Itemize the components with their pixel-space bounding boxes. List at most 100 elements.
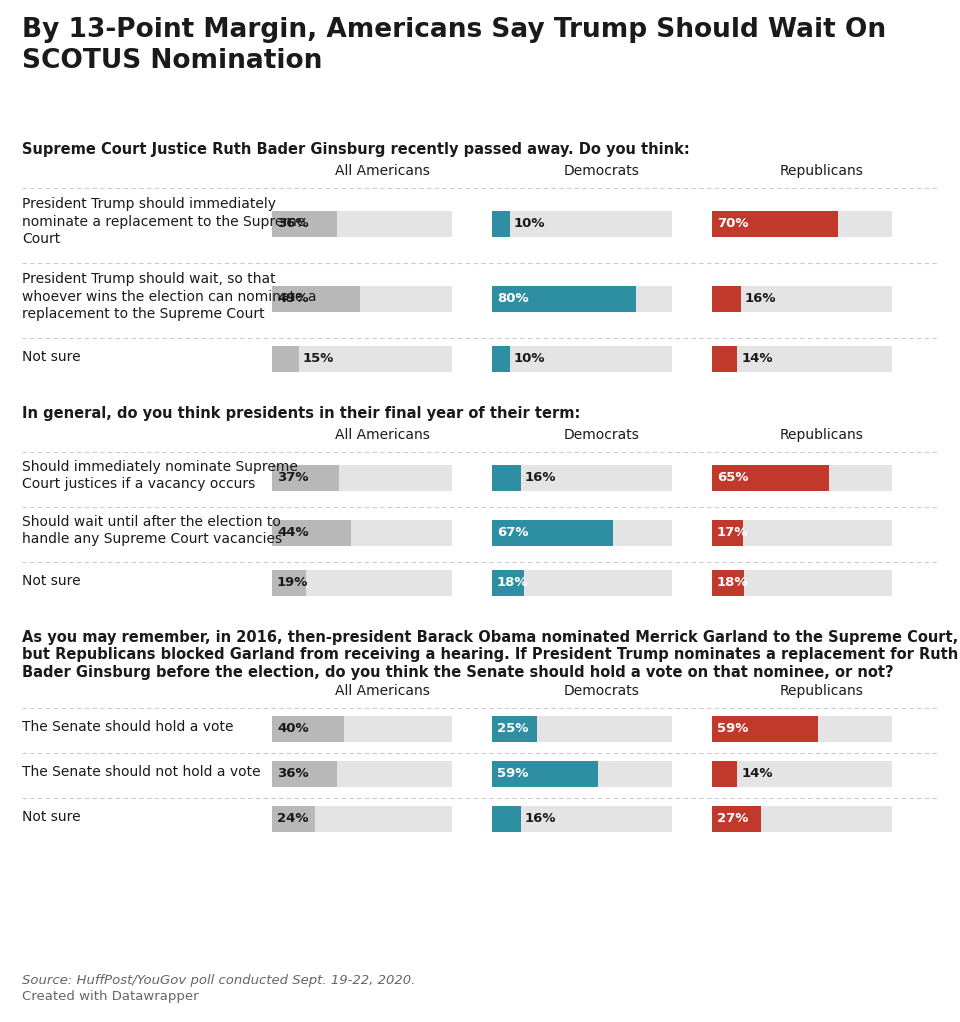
Bar (492, 465, 672, 491)
Text: 16%: 16% (525, 471, 556, 484)
Text: 44%: 44% (277, 526, 308, 539)
Bar (712, 211, 892, 236)
Bar (492, 465, 520, 491)
Text: 18%: 18% (497, 576, 529, 589)
Bar (712, 715, 892, 742)
Bar (272, 519, 351, 546)
Bar (712, 805, 892, 832)
Text: All Americans: All Americans (335, 164, 429, 178)
Bar (272, 345, 299, 372)
Text: Republicans: Republicans (780, 164, 864, 178)
Text: 17%: 17% (717, 526, 749, 539)
Text: 18%: 18% (717, 576, 749, 589)
Text: 16%: 16% (745, 292, 777, 305)
Bar (712, 760, 737, 787)
Text: By 13-Point Margin, Americans Say Trump Should Wait On
SCOTUS Nomination: By 13-Point Margin, Americans Say Trump … (22, 17, 886, 74)
Bar (492, 805, 672, 832)
Bar (272, 715, 452, 742)
Text: Not sure: Not sure (22, 573, 81, 588)
Text: 49%: 49% (277, 292, 308, 305)
Text: 10%: 10% (514, 217, 545, 230)
Text: 25%: 25% (497, 722, 528, 735)
Bar (492, 211, 510, 236)
Text: 40%: 40% (277, 722, 308, 735)
Bar (712, 285, 741, 312)
Bar (492, 805, 520, 832)
Bar (492, 211, 672, 236)
Bar (492, 760, 598, 787)
Text: Not sure: Not sure (22, 350, 81, 364)
Text: 27%: 27% (717, 812, 749, 825)
Text: The Senate should not hold a vote: The Senate should not hold a vote (22, 764, 260, 779)
Bar (492, 345, 510, 372)
Bar (272, 345, 452, 372)
Bar (492, 569, 672, 596)
Text: 59%: 59% (497, 766, 528, 780)
Text: Democrats: Democrats (564, 164, 640, 178)
Text: 36%: 36% (277, 217, 308, 230)
Bar (492, 715, 672, 742)
Text: 19%: 19% (277, 576, 308, 589)
Text: Republicans: Republicans (780, 428, 864, 442)
Bar (712, 465, 892, 491)
Text: Should wait until after the election to
handle any Supreme Court vacancies: Should wait until after the election to … (22, 515, 282, 546)
Text: President Trump should wait, so that
whoever wins the election can nominate a
re: President Trump should wait, so that who… (22, 272, 317, 321)
Bar (492, 569, 524, 596)
Text: Democrats: Democrats (564, 684, 640, 698)
Bar (272, 760, 452, 787)
Text: 65%: 65% (717, 471, 749, 484)
Text: Republicans: Republicans (780, 684, 864, 698)
Text: Not sure: Not sure (22, 809, 81, 824)
Bar (272, 569, 306, 596)
Bar (712, 715, 818, 742)
Text: The Senate should hold a vote: The Senate should hold a vote (22, 719, 233, 734)
Bar (712, 285, 892, 312)
Text: 15%: 15% (303, 352, 334, 365)
Bar (712, 211, 838, 236)
Bar (272, 805, 452, 832)
Bar (492, 345, 672, 372)
Text: Supreme Court Justice Ruth Bader Ginsburg recently passed away. Do you think:: Supreme Court Justice Ruth Bader Ginsbur… (22, 142, 689, 157)
Bar (712, 569, 892, 596)
Bar (272, 805, 315, 832)
Bar (712, 760, 892, 787)
Text: 70%: 70% (717, 217, 749, 230)
Bar (712, 569, 744, 596)
Bar (712, 519, 743, 546)
Text: 36%: 36% (277, 766, 308, 780)
Text: 14%: 14% (741, 766, 773, 780)
Text: 16%: 16% (525, 812, 556, 825)
Text: 67%: 67% (497, 526, 529, 539)
Text: 80%: 80% (497, 292, 529, 305)
Bar (272, 285, 360, 312)
Text: In general, do you think presidents in their final year of their term:: In general, do you think presidents in t… (22, 406, 581, 421)
Bar (492, 519, 612, 546)
Text: All Americans: All Americans (335, 684, 429, 698)
Text: 37%: 37% (277, 471, 308, 484)
Bar (272, 285, 452, 312)
Text: Source: HuffPost/YouGov poll conducted Sept. 19-22, 2020.: Source: HuffPost/YouGov poll conducted S… (22, 974, 416, 987)
Bar (272, 211, 337, 236)
Bar (272, 760, 337, 787)
Bar (272, 465, 452, 491)
Bar (712, 465, 829, 491)
Text: President Trump should immediately
nominate a replacement to the Supreme
Court: President Trump should immediately nomin… (22, 197, 305, 246)
Bar (492, 285, 636, 312)
Text: Should immediately nominate Supreme
Court justices if a vacancy occurs: Should immediately nominate Supreme Cour… (22, 460, 298, 492)
Bar (712, 345, 892, 372)
Text: 10%: 10% (514, 352, 545, 365)
Text: 59%: 59% (717, 722, 749, 735)
Bar (272, 519, 452, 546)
Bar (492, 715, 537, 742)
Bar (492, 519, 672, 546)
Bar (492, 760, 672, 787)
Text: Democrats: Democrats (564, 428, 640, 442)
Text: All Americans: All Americans (335, 428, 429, 442)
Bar (712, 519, 892, 546)
Bar (712, 805, 760, 832)
Text: As you may remember, in 2016, then-president Barack Obama nominated Merrick Garl: As you may remember, in 2016, then-presi… (22, 630, 958, 680)
Text: 24%: 24% (277, 812, 308, 825)
Bar (272, 211, 452, 236)
Text: Created with Datawrapper: Created with Datawrapper (22, 990, 199, 1003)
Text: 14%: 14% (741, 352, 773, 365)
